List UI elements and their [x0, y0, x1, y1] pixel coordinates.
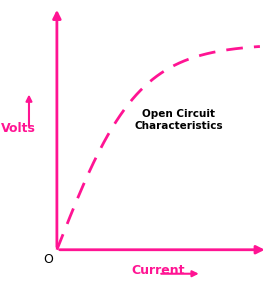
Text: Current: Current [132, 264, 185, 277]
Text: Volts: Volts [1, 122, 36, 135]
Text: Open Circuit
Characteristics: Open Circuit Characteristics [135, 109, 223, 131]
Text: O: O [43, 253, 53, 266]
